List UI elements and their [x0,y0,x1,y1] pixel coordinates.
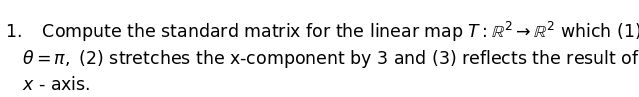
Text: $1.\quad \text{Compute the standard matrix for the linear map }T:\mathbb{R}^2 \t: $1.\quad \text{Compute the standard matr… [5,20,639,44]
Text: $\theta = \pi,\text{ (2) stretches the x-component by 3 and (3) reflects the res: $\theta = \pi,\text{ (2) stretches the x… [22,48,639,70]
Text: $x\text{ - axis.}$: $x\text{ - axis.}$ [22,76,90,94]
